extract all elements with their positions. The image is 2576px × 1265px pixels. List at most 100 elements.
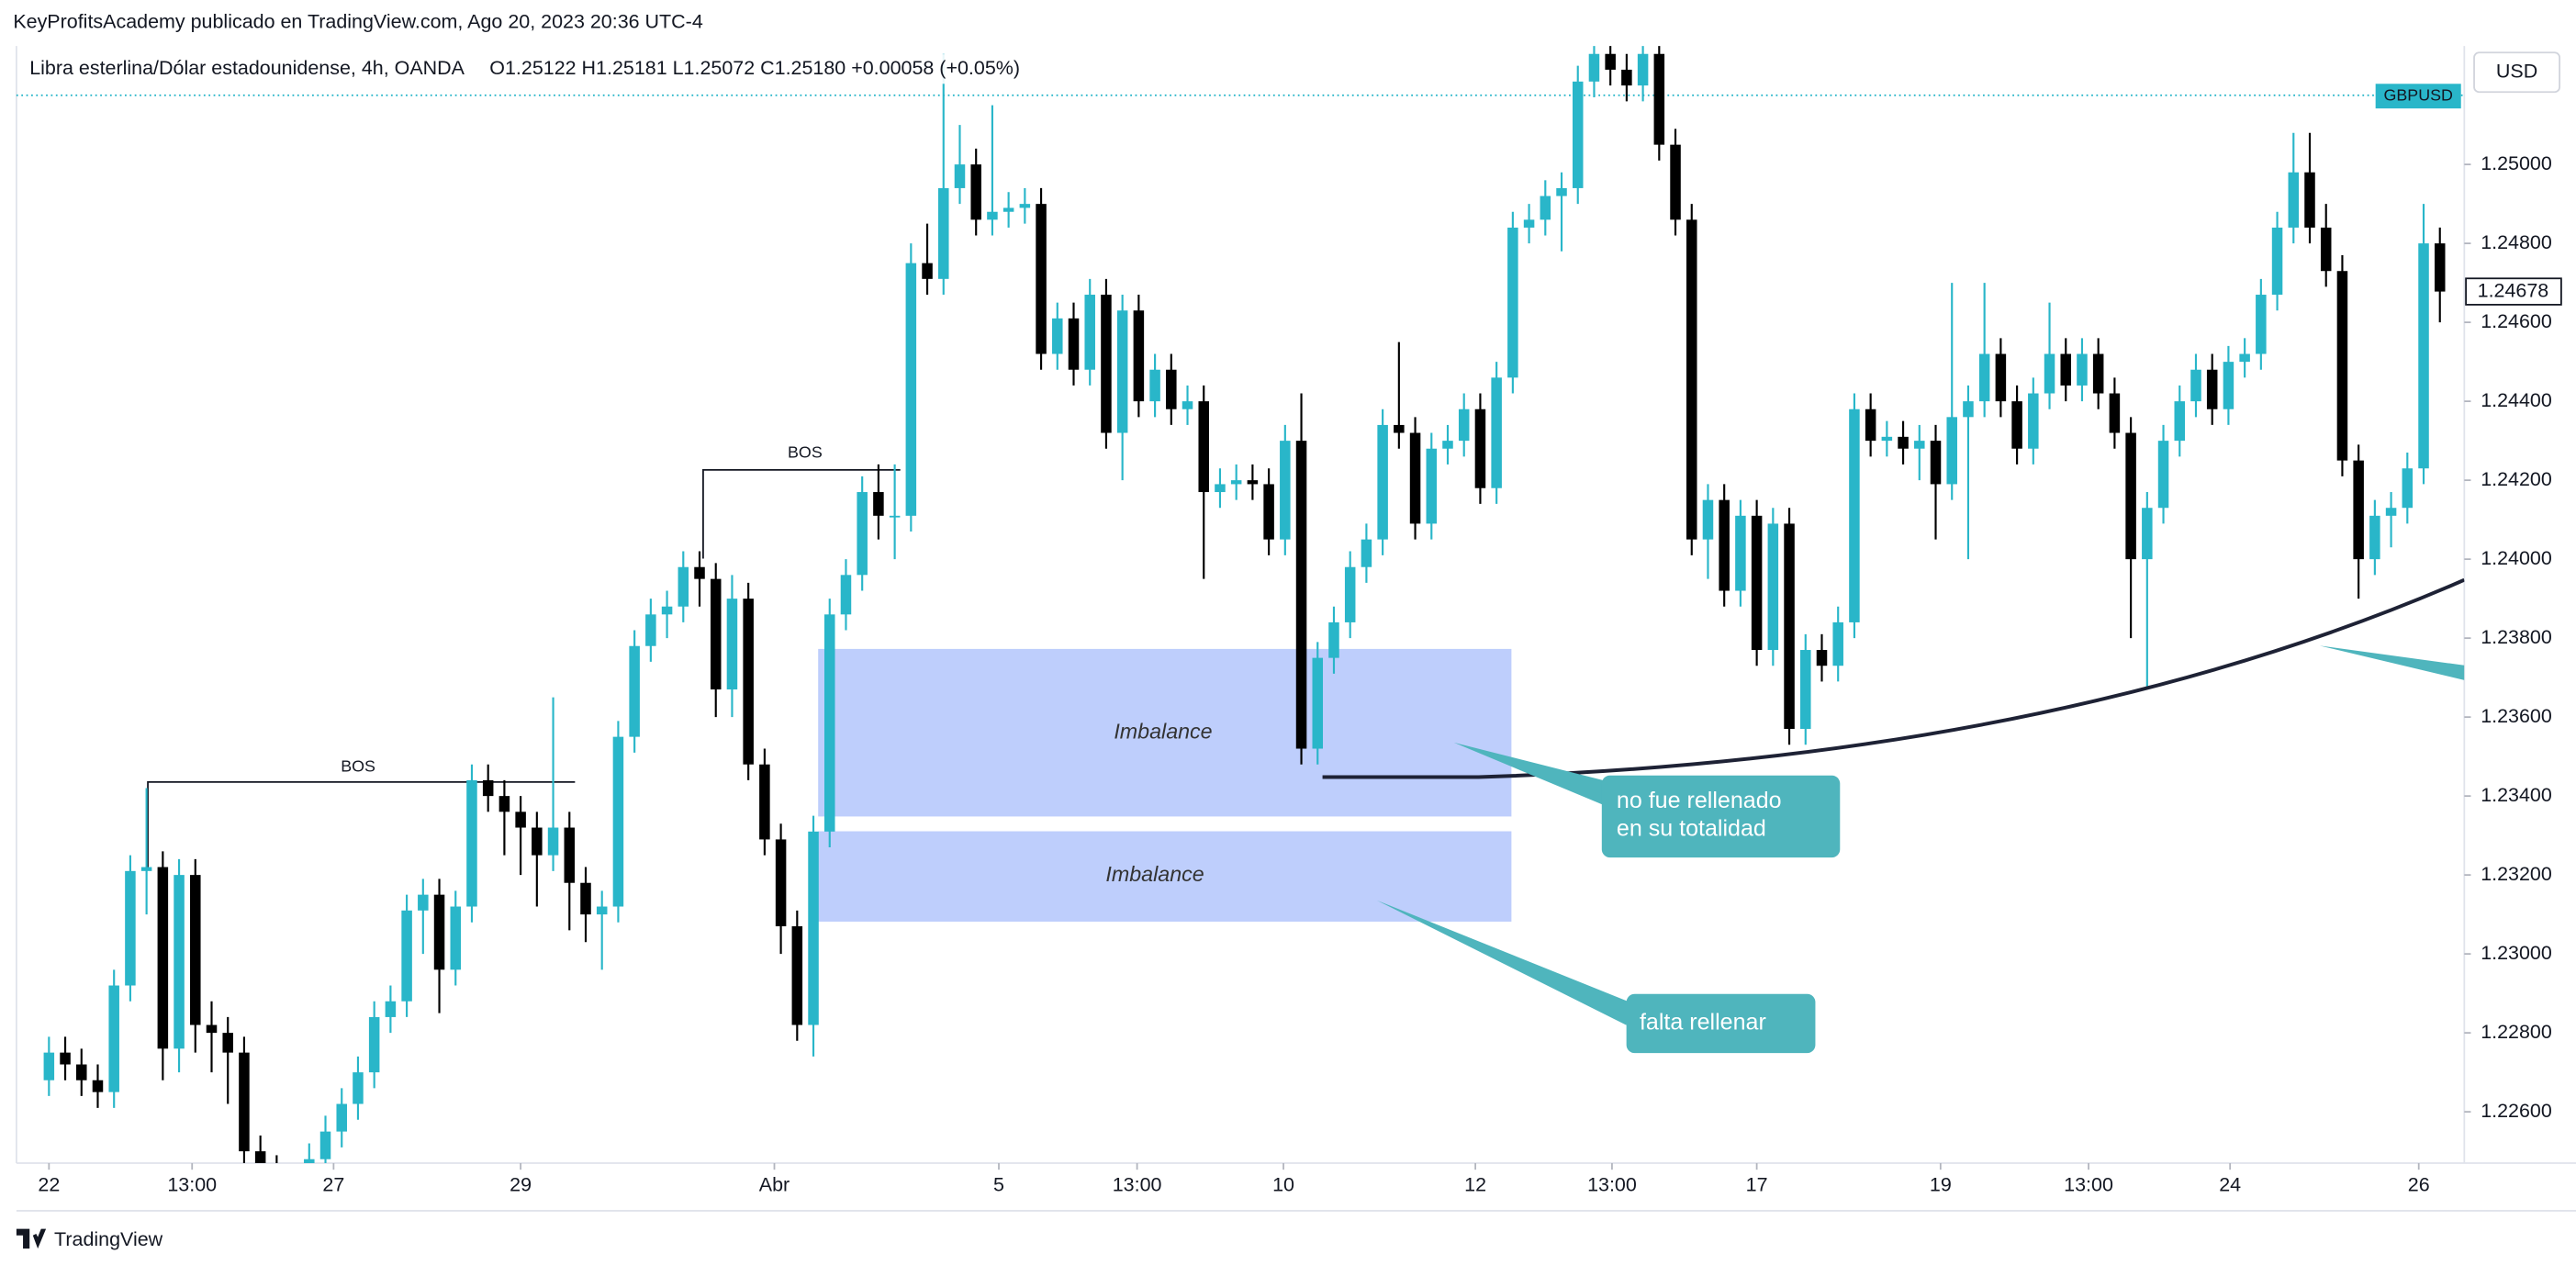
candle-body — [368, 1016, 380, 1073]
x-tick-label: 12 — [1464, 1174, 1486, 1196]
candle-body — [450, 906, 462, 970]
candle-body — [1312, 657, 1324, 749]
candle-body — [1751, 515, 1763, 651]
candle-body — [905, 263, 917, 516]
candles — [43, 46, 2446, 1164]
y-tick-label: 1.24400 — [2481, 389, 2552, 411]
candle-body — [222, 1033, 233, 1053]
candle-body — [1394, 424, 1405, 433]
candle-body — [43, 1052, 55, 1080]
candle-body — [108, 985, 119, 1092]
x-tick-label: 27 — [322, 1174, 344, 1196]
candle-body — [661, 606, 673, 615]
candle-body — [2402, 468, 2414, 509]
candle-body — [190, 875, 201, 1025]
last-price-box — [2465, 277, 2562, 306]
candle-body — [1230, 480, 1242, 485]
candle-body — [1344, 566, 1356, 622]
candle-body — [2239, 353, 2250, 363]
candle-body — [466, 779, 477, 907]
currency-button[interactable] — [2473, 51, 2560, 94]
y-tick-label: 1.23400 — [2481, 784, 2552, 806]
y-tick-label: 1.24600 — [2481, 310, 2552, 332]
y-tick-label: 1.24000 — [2481, 547, 2552, 569]
candle-body — [1588, 53, 1600, 82]
candle-body — [1767, 523, 1779, 651]
symbol-tag — [2375, 84, 2461, 109]
candle-body — [1914, 441, 1925, 449]
y-tick-label: 1.22600 — [2481, 1100, 2552, 1122]
candle-body — [1263, 484, 1274, 540]
callout-box — [1626, 993, 1816, 1054]
candle-body — [2190, 369, 2201, 402]
candle-body — [1182, 401, 1193, 409]
candle-body — [418, 894, 429, 911]
candle-body — [1621, 69, 1632, 86]
candle-body — [1995, 353, 2007, 402]
candle-body — [1052, 318, 1063, 354]
candle-body — [2028, 393, 2039, 449]
imbalance-label: Imbalance — [1114, 719, 1212, 743]
candle-body — [2060, 353, 2072, 386]
x-tick-label: 10 — [1272, 1174, 1294, 1196]
candle-body — [694, 566, 705, 579]
candle-body — [775, 839, 787, 927]
x-tick-label: 13:00 — [167, 1174, 217, 1196]
symbol-info: Libra esterlina/Dólar estadounidense, 4h… — [29, 57, 465, 79]
x-tick-label: 24 — [2219, 1174, 2241, 1196]
candle-body — [254, 1151, 266, 1164]
candle-body — [1295, 441, 1307, 749]
candle-body — [2336, 271, 2348, 461]
candle-body — [1280, 441, 1291, 540]
candle-body — [1133, 310, 1145, 402]
y-tick-label: 1.22800 — [2481, 1021, 2552, 1043]
candle-body — [60, 1052, 71, 1065]
trend-curve — [1322, 577, 2465, 779]
candle-body — [1735, 515, 1746, 591]
candle-body — [2077, 353, 2088, 386]
candle-body — [645, 614, 656, 646]
candle-body — [759, 764, 770, 840]
candle-body — [1849, 409, 1860, 622]
candle-body — [1149, 369, 1160, 402]
legend-bg — [19, 54, 1038, 84]
candle-body — [1458, 409, 1470, 442]
bos-line — [702, 468, 901, 559]
candle-body — [1101, 295, 1112, 433]
candle-body — [206, 1024, 218, 1034]
candle-body — [710, 578, 722, 690]
candle-body — [1653, 53, 1665, 145]
candle-body — [353, 1072, 364, 1104]
candle-body — [2092, 353, 2104, 394]
candle-body — [889, 515, 901, 518]
candle-body — [433, 894, 445, 970]
candle-body — [2142, 508, 2153, 560]
candle-body — [1328, 621, 1339, 658]
candle-body — [532, 827, 543, 856]
candle-body — [1719, 499, 1730, 591]
candle-body — [1247, 480, 1259, 485]
candle-body — [482, 779, 494, 797]
candle-body — [954, 164, 966, 188]
candle-body — [2206, 369, 2218, 409]
candle-body — [1068, 318, 1080, 370]
y-tick-label: 1.23600 — [2481, 705, 2552, 727]
candle-body — [1198, 401, 1209, 493]
candle-body — [678, 566, 689, 607]
x-tick-label: 17 — [1746, 1174, 1768, 1196]
candle-body — [2011, 401, 2022, 449]
x-tick-label: 29 — [510, 1174, 532, 1196]
ohlc-info: O1.25122 H1.25181 L1.25072 C1.25180 +0.0… — [489, 57, 1020, 79]
candle-body — [401, 910, 412, 1002]
candle-body — [2385, 508, 2397, 516]
candle-body — [2320, 227, 2332, 272]
candle-body — [922, 263, 933, 279]
x-tick-label: 22 — [38, 1174, 60, 1196]
candle-body — [157, 867, 169, 1049]
candle-body — [2174, 401, 2186, 442]
x-tick-label: 26 — [2408, 1174, 2430, 1196]
candle-body — [2418, 243, 2429, 469]
currency[interactable]: USD — [2496, 60, 2537, 82]
candle-body — [857, 492, 868, 576]
